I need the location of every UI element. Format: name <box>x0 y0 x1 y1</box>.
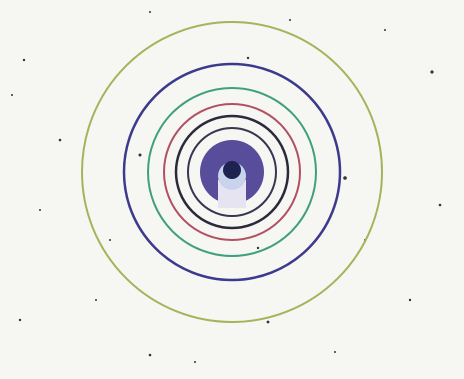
ring <box>163 103 301 241</box>
speck <box>430 70 434 74</box>
speck <box>266 320 270 324</box>
speck <box>334 351 336 353</box>
speck <box>109 239 111 241</box>
speck <box>95 299 97 301</box>
speck <box>289 19 291 21</box>
ring <box>81 21 383 323</box>
speck <box>148 353 152 357</box>
speck <box>384 29 386 31</box>
speck <box>149 11 151 13</box>
beam-stop <box>200 140 264 208</box>
speck <box>58 138 62 142</box>
speck <box>438 203 442 207</box>
speck <box>194 361 196 363</box>
ring <box>122 62 342 282</box>
beam-core <box>223 161 241 179</box>
ring <box>187 127 277 217</box>
ring <box>147 87 317 257</box>
speck <box>408 298 412 302</box>
speck <box>39 209 41 211</box>
speck <box>256 246 260 250</box>
speck <box>18 318 22 322</box>
speck <box>11 94 13 96</box>
ring <box>174 114 290 230</box>
speck <box>138 153 142 157</box>
speck <box>343 176 347 180</box>
rings <box>81 21 383 323</box>
speck <box>22 58 26 62</box>
speck <box>246 56 250 60</box>
